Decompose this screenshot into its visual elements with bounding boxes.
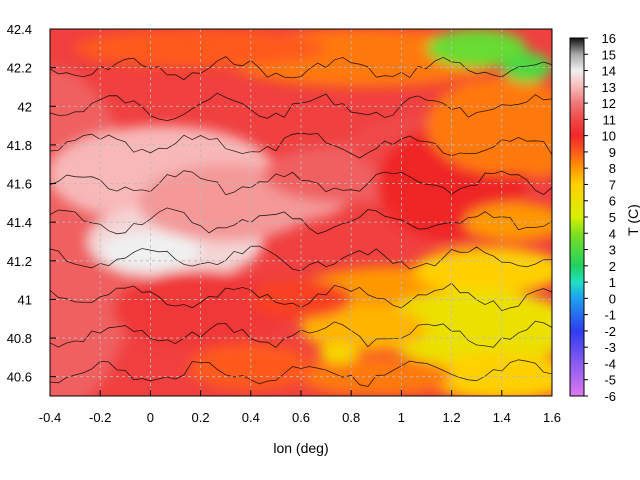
colorbar-tick-label: 7 — [609, 177, 616, 192]
y-tick-label: 42.2 — [7, 61, 32, 76]
colorbar-title: T (C) — [625, 204, 640, 236]
colorbar-tick-label: 9 — [609, 145, 616, 160]
colorbar-tick-label: -4 — [604, 356, 616, 371]
y-tick-label: 42 — [18, 99, 32, 114]
colorbar-tick-label: 6 — [609, 194, 616, 209]
colorbar-tick-label: 5 — [609, 210, 616, 225]
x-axis-title: lon (deg) — [273, 440, 328, 456]
colorbar-tick-label: -6 — [604, 389, 616, 404]
y-tick-label: 41.4 — [7, 215, 32, 230]
y-tick-label: 41.2 — [7, 254, 32, 269]
colorbar-tick-label: 4 — [609, 226, 616, 241]
x-tick-label: 1.4 — [493, 410, 511, 425]
colorbar-tick-label: 2 — [609, 259, 616, 274]
grid-lines — [50, 29, 552, 396]
heat-region — [112, 270, 289, 348]
colorbar-tick-label: 13 — [602, 80, 616, 95]
x-tick-label: 1.6 — [543, 410, 561, 425]
contour-line — [50, 207, 552, 235]
x-axis-ticks: -0.4 -0.2 0 0.2 0.4 0.6 0.8 1 1.2 1.4 1.6 — [39, 390, 561, 425]
colorbar-tick-label: -5 — [604, 373, 616, 388]
y-tick-label: 41.6 — [7, 177, 32, 192]
y-tick-label: 41.8 — [7, 138, 32, 153]
heat-region — [318, 343, 359, 364]
heat-region — [426, 29, 527, 68]
y-tick-label: 41 — [18, 292, 32, 307]
heat-region — [426, 353, 552, 396]
colorbar-tick-label: 10 — [602, 129, 616, 144]
contour-line — [50, 359, 552, 387]
heat-region — [376, 289, 552, 367]
colorbar-gradient — [569, 37, 585, 397]
colorbar-tick-label: 15 — [602, 47, 616, 62]
x-tick-label: 0.6 — [292, 410, 310, 425]
x-tick-label: -0.4 — [39, 410, 61, 425]
x-tick-label: 0.4 — [242, 410, 260, 425]
colorbar-tick-label: 1 — [609, 275, 616, 290]
x-tick-label: 0.8 — [342, 410, 360, 425]
colorbar-tick-label: 12 — [602, 96, 616, 111]
colorbar-tick-label: 8 — [609, 161, 616, 176]
x-tick-label: 1 — [398, 410, 405, 425]
colorbar-tick-label: 0 — [609, 291, 616, 306]
colorbar-tick-label: 14 — [602, 64, 616, 79]
contour-line — [50, 56, 552, 81]
colorbar-tick-label: -2 — [604, 324, 616, 339]
x-tick-label: 0 — [147, 410, 154, 425]
colorbar-tick-label: 3 — [609, 243, 616, 258]
colorbar-tick-label: 11 — [603, 112, 617, 127]
colorbar-tick-label: 16 — [602, 31, 616, 46]
y-tick-label: 42.4 — [7, 22, 32, 37]
colorbar-tick-label: -1 — [604, 308, 616, 323]
heat-region — [301, 305, 427, 352]
x-tick-label: 1.2 — [443, 410, 461, 425]
y-tick-label: 40.6 — [7, 370, 32, 385]
x-tick-label: 0.2 — [192, 410, 210, 425]
heat-field — [50, 29, 552, 396]
y-axis-ticks: 40.6 40.8 41 41.2 41.4 41.6 41.8 42 42.2 42.4 — [7, 22, 56, 385]
y-tick-label: 40.8 — [7, 331, 32, 346]
heat-region — [414, 247, 552, 294]
colorbar-tick-label: -3 — [604, 340, 616, 355]
heat-region — [514, 131, 552, 178]
x-tick-label: -0.2 — [89, 410, 111, 425]
plot-area — [50, 29, 552, 396]
